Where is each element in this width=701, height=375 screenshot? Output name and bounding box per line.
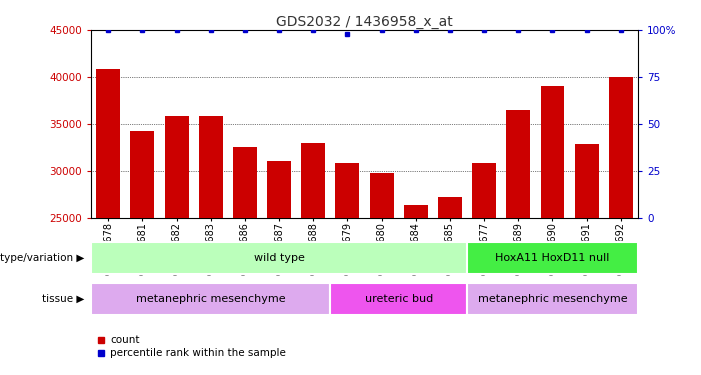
Bar xyxy=(467,242,638,274)
Bar xyxy=(96,69,120,218)
Legend: count, percentile rank within the sample: count, percentile rank within the sample xyxy=(96,335,286,358)
Title: GDS2032 / 1436958_x_at: GDS2032 / 1436958_x_at xyxy=(276,15,453,29)
Bar xyxy=(540,86,564,218)
Text: metanephric mesenchyme: metanephric mesenchyme xyxy=(477,294,627,304)
Bar xyxy=(467,283,638,315)
Bar xyxy=(165,116,189,218)
Bar xyxy=(233,147,257,218)
Text: ureteric bud: ureteric bud xyxy=(365,294,433,304)
Bar xyxy=(369,173,393,217)
Bar xyxy=(301,142,325,218)
Bar xyxy=(91,242,467,274)
Bar xyxy=(404,206,428,218)
Bar xyxy=(330,283,467,315)
Bar xyxy=(267,161,291,218)
Bar xyxy=(438,197,462,217)
Bar xyxy=(130,131,154,218)
Bar xyxy=(91,283,330,315)
Bar xyxy=(575,144,599,218)
Bar xyxy=(199,116,223,218)
Bar xyxy=(472,163,496,218)
Bar xyxy=(609,77,633,218)
Text: tissue ▶: tissue ▶ xyxy=(42,294,84,304)
Text: HoxA11 HoxD11 null: HoxA11 HoxD11 null xyxy=(496,253,610,263)
Text: metanephric mesenchyme: metanephric mesenchyme xyxy=(136,294,285,304)
Text: genotype/variation ▶: genotype/variation ▶ xyxy=(0,253,84,263)
Bar xyxy=(506,110,530,218)
Text: wild type: wild type xyxy=(254,253,304,263)
Bar xyxy=(336,163,360,218)
